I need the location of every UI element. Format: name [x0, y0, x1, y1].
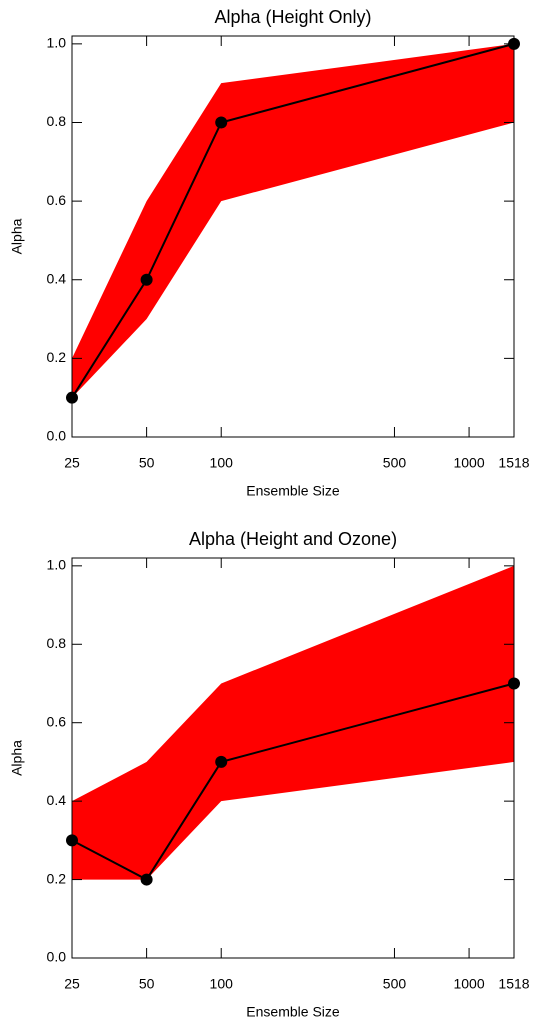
plot-frame — [71, 557, 515, 959]
y-tick-label: 0.4 — [47, 270, 67, 286]
x-tick-label: 1518 — [498, 455, 529, 471]
y-tick-label: 0.8 — [47, 635, 67, 651]
data-line — [71, 682, 515, 881]
y-tick-label: 0.2 — [47, 349, 67, 365]
x-tick-label: 50 — [139, 455, 155, 471]
data-line — [71, 42, 515, 399]
y-tick-label: 0.6 — [47, 192, 67, 208]
x-tick-label: 25 — [64, 455, 80, 471]
x-axis-label: Ensemble Size — [246, 483, 340, 499]
y-tick-label: 0.8 — [47, 113, 67, 129]
data-point — [140, 873, 153, 886]
x-tick-label: 1000 — [453, 455, 484, 471]
y-tick-label: 0.0 — [47, 949, 67, 965]
x-tick-label: 500 — [383, 455, 407, 471]
y-tick-label: 0.6 — [47, 713, 67, 729]
chart-title: Alpha (Height and Ozone) — [189, 529, 397, 549]
x-axis-label: Ensemble Size — [246, 1004, 340, 1019]
plot-frame — [71, 35, 515, 438]
x-tick-label: 1000 — [453, 976, 484, 992]
x-tick-label: 500 — [383, 976, 407, 992]
x-tick-label: 1518 — [498, 976, 529, 992]
x-tick-label: 100 — [210, 455, 234, 471]
x-tick-label: 100 — [210, 976, 234, 992]
x-tick-label: 50 — [139, 976, 155, 992]
y-tick-label: 1.0 — [47, 35, 67, 51]
y-axis-label: Alpha — [9, 740, 25, 776]
y-tick-label: 0.2 — [47, 870, 67, 886]
uncertainty-band — [72, 43, 514, 398]
x-tick-label: 25 — [64, 976, 80, 992]
y-tick-label: 0.4 — [47, 792, 67, 808]
data-point — [215, 755, 228, 768]
chart-title: Alpha (Height Only) — [214, 7, 371, 27]
y-tick-label: 1.0 — [47, 557, 67, 573]
y-axis-label: Alpha — [9, 218, 25, 254]
y-tick-label: 0.0 — [47, 428, 67, 444]
data-point — [140, 273, 153, 286]
data-point — [215, 116, 228, 129]
uncertainty-band — [72, 565, 514, 880]
